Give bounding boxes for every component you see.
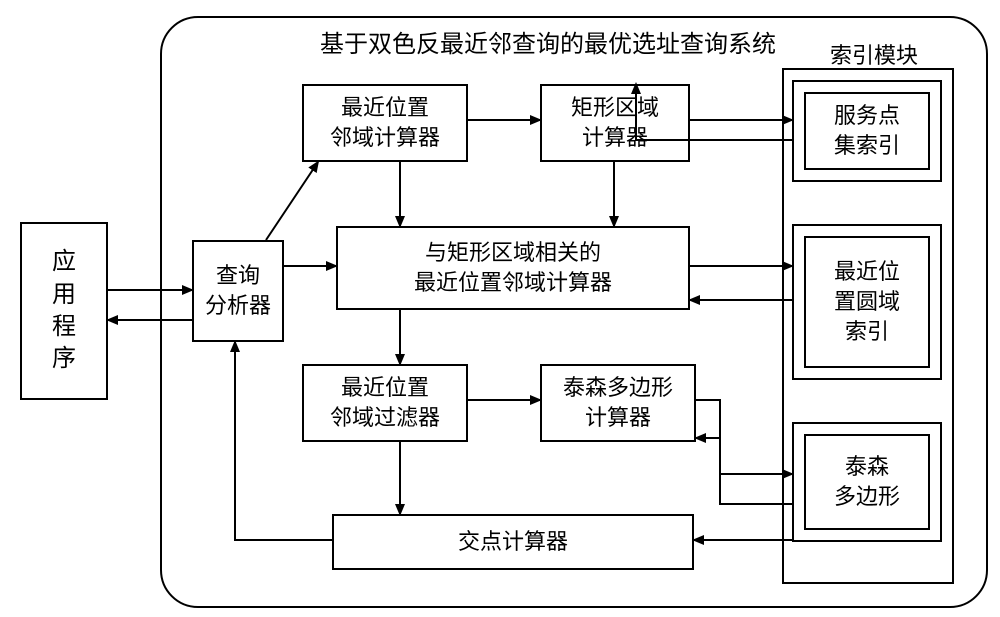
system-title: 基于双色反最近邻查询的最优选址查询系统 [320,24,776,59]
index-module-title: 索引模块 [830,38,918,70]
intersection-calc-label: 交点计算器 [458,527,568,557]
rect-region-calc-label: 矩形区域计算器 [571,93,659,152]
query-analyzer-label: 查询分析器 [205,261,271,320]
rect-region-calc-node: 矩形区域计算器 [540,84,690,162]
diagram-canvas: 基于双色反最近邻查询的最优选址查询系统 应用程序 查询分析器 最近位置邻域计算器… [0,0,1000,617]
nearest-position-calc-label: 最近位置邻域计算器 [330,93,440,152]
nearest-position-filter-node: 最近位置邻域过滤器 [302,364,468,442]
nearest-position-filter-label: 最近位置邻域过滤器 [330,373,440,432]
related-rect-calc-label: 与矩形区域相关的最近位置邻域计算器 [414,238,612,297]
application-node: 应用程序 [20,222,108,400]
intersection-calc-node: 交点计算器 [332,514,694,570]
application-label: 应用程序 [52,246,76,376]
thiessen-calc-label: 泰森多边形计算器 [563,373,673,432]
index-item-inner: 最近位置圆域索引 [804,236,930,368]
query-analyzer-node: 查询分析器 [192,240,284,342]
nearest-position-calc-node: 最近位置邻域计算器 [302,84,468,162]
related-rect-calc-node: 与矩形区域相关的最近位置邻域计算器 [336,226,690,310]
index-item-inner: 泰森多边形 [804,434,930,530]
thiessen-calc-node: 泰森多边形计算器 [540,364,696,442]
index-item-inner: 服务点集索引 [804,92,930,170]
